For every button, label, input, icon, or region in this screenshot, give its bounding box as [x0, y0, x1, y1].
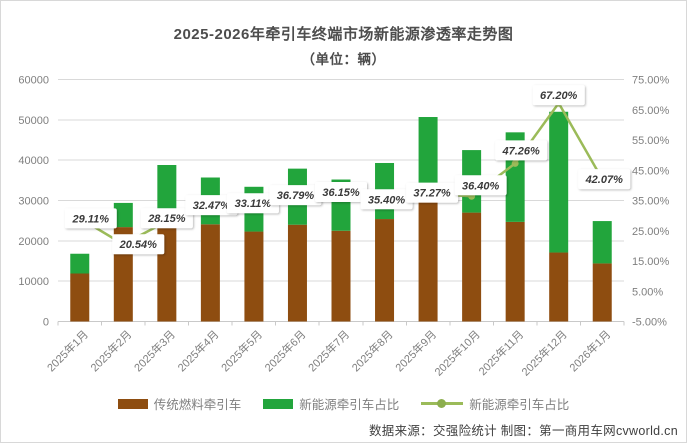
data-label-box	[578, 169, 631, 190]
data-label: 35.40%	[368, 194, 406, 206]
data-label-box	[406, 182, 459, 203]
x-axis-tick-label: 2025年2月	[87, 327, 134, 374]
bar-traditional-fuel	[462, 212, 482, 322]
y-axis-tick-label: 60000	[18, 75, 49, 87]
legend-item-traditional-fuel: 传统燃料牵引车	[117, 394, 242, 413]
data-label-box	[185, 195, 238, 216]
data-label: 32.47%	[193, 200, 231, 212]
right-axis-tick-label: -5.00%	[632, 317, 667, 329]
legend-item-new-energy-bar: 新能源牵引车占比	[263, 394, 399, 413]
bar-new-energy	[418, 117, 438, 194]
right-axis-tick-label: 5.00%	[632, 286, 663, 298]
x-axis-tick-label: 2025年7月	[305, 327, 352, 374]
bar-new-energy	[592, 221, 612, 264]
y-axis-tick-label: 20000	[18, 236, 49, 248]
data-label: 33.11%	[235, 198, 272, 210]
bar-new-energy	[113, 202, 133, 228]
bar-traditional-fuel	[331, 230, 351, 322]
y-axis-tick-label: 30000	[18, 196, 49, 208]
y-axis-tick-label: 50000	[18, 115, 49, 127]
legend-swatch-trend-line-icon	[421, 398, 464, 409]
data-label-box	[226, 193, 279, 214]
x-axis-tick-label: 2025年3月	[131, 327, 178, 374]
right-axis-tick-label: 15.00%	[632, 256, 670, 268]
legend-label-new-energy-bar: 新能源牵引车占比	[299, 398, 400, 412]
chart-subtitle-unit: （单位：辆）	[301, 52, 386, 67]
chart-title: 2025-2026年牵引车终端市场新能源渗透率走势图	[173, 26, 514, 43]
y-axis-tick-label: 40000	[18, 155, 49, 167]
data-label-box	[454, 175, 507, 196]
trend-marker	[511, 159, 519, 167]
data-label: 47.26%	[501, 145, 540, 157]
bar-traditional-fuel	[70, 273, 90, 322]
source-note: 数据来源：交强险统计 制图：第一商用车网cvworld.cn	[368, 424, 678, 438]
bar-traditional-fuel	[549, 252, 569, 322]
bar-traditional-fuel	[375, 219, 395, 322]
x-axis-tick-label: 2025年10月	[431, 327, 482, 378]
right-axis-tick-label: 45.00%	[632, 165, 670, 177]
bar-traditional-fuel	[592, 263, 612, 322]
data-label: 37.27%	[413, 188, 451, 200]
legend-swatch-traditional-bar	[117, 398, 148, 409]
data-label: 20.54%	[119, 239, 158, 251]
data-label-box	[495, 140, 548, 161]
x-axis-tick-label: 2025年11月	[475, 327, 526, 378]
x-axis-tick-label: 2025年9月	[392, 327, 439, 374]
data-label-box	[532, 85, 585, 106]
legend-label-penetration-line: 新能源牵引车占比	[469, 398, 570, 412]
data-label-box	[269, 185, 322, 206]
data-label-box	[64, 208, 117, 229]
legend-swatch-new-energy-bar	[263, 398, 294, 409]
bar-traditional-fuel	[505, 221, 525, 322]
bar-traditional-fuel	[244, 231, 264, 322]
data-label: 36.40%	[462, 180, 500, 192]
legend-label-traditional-fuel: 传统燃料牵引车	[153, 398, 242, 412]
right-axis-tick-label: 25.00%	[632, 226, 670, 238]
data-label-box	[360, 189, 413, 210]
data-label: 42.07%	[585, 174, 624, 186]
x-axis-tick-label: 2026年1月	[566, 327, 613, 374]
data-label-box	[315, 182, 367, 203]
bar-traditional-fuel	[418, 193, 438, 322]
right-axis-tick-label: 55.00%	[632, 135, 670, 147]
bar-new-energy	[549, 111, 569, 253]
x-axis-tick-label: 2025年6月	[261, 327, 308, 374]
data-label-box	[112, 234, 165, 255]
legend-item-penetration-line: 新能源牵引车占比	[421, 394, 569, 413]
x-axis-tick-label: 2025年4月	[174, 327, 221, 374]
y-axis-tick-label: 0	[43, 317, 49, 329]
data-label: 28.15%	[147, 213, 186, 225]
right-axis-tick-label: 65.00%	[632, 105, 670, 117]
chart-title-block: 2025-2026年牵引车终端市场新能源渗透率走势图 （单位：辆）	[1, 23, 686, 68]
data-label: 67.20%	[540, 90, 578, 102]
right-axis-tick-label: 75.00%	[632, 75, 670, 87]
bar-new-energy	[70, 253, 90, 274]
data-label: 29.11%	[72, 213, 110, 225]
bar-traditional-fuel	[287, 224, 307, 322]
bar-new-energy	[157, 165, 177, 209]
data-label: 36.79%	[277, 190, 315, 202]
data-label: 36.15%	[322, 187, 360, 199]
x-axis-tick-label: 2025年8月	[349, 327, 396, 374]
x-axis-tick-label: 2025年5月	[218, 327, 265, 374]
chart-legend: 传统燃料牵引车 新能源牵引车占比 新能源牵引车占比	[1, 394, 686, 413]
x-axis-tick-label: 2025年12月	[518, 327, 569, 378]
y-axis-tick-label: 10000	[18, 276, 49, 288]
right-axis-tick-label: 35.00%	[632, 196, 670, 208]
data-label-box	[140, 208, 193, 229]
bar-traditional-fuel	[200, 224, 220, 322]
x-axis-tick-label: 2025年1月	[44, 327, 91, 374]
